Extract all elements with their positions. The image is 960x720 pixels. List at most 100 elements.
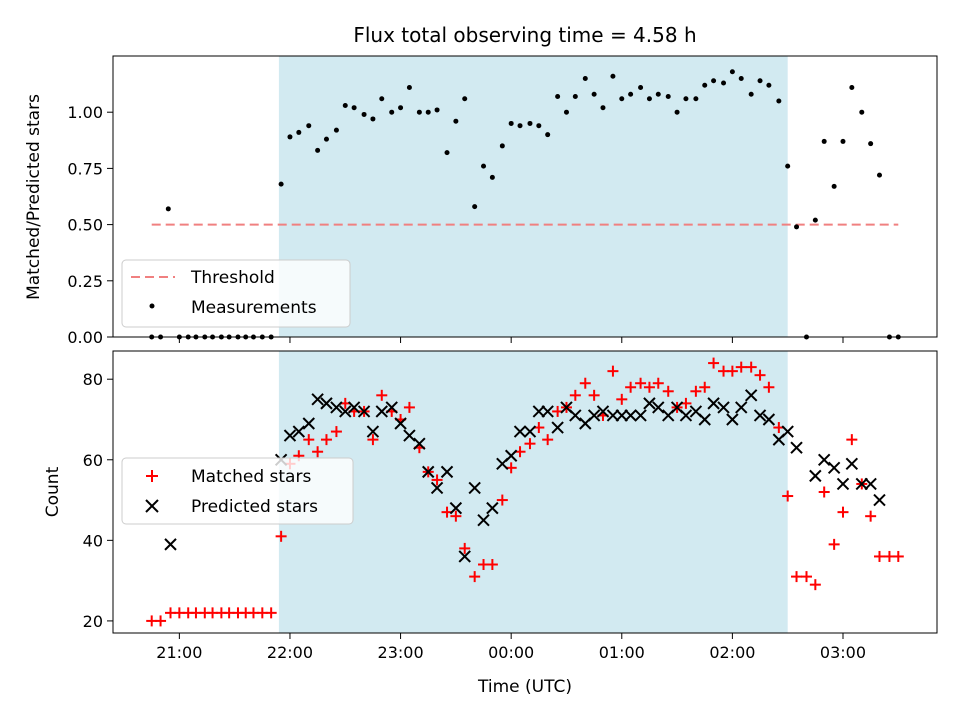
predicted-stars-point: [339, 405, 352, 418]
predicted-stars-point: [679, 409, 693, 422]
measurements-point: [545, 132, 551, 138]
predicted-stars-point: [311, 393, 324, 406]
y-tick-label: 0.75: [67, 159, 103, 178]
matched-stars-point: [303, 434, 315, 446]
matched-stars-point: [662, 385, 674, 397]
matched-stars-point: [330, 426, 342, 438]
predicted-stars-point: [385, 401, 398, 414]
predicted-stars-point: [762, 413, 776, 426]
predicted-stars-point: [302, 417, 315, 430]
measurements-point: [165, 206, 171, 212]
measurements-point: [351, 105, 357, 111]
predicted-stars-point: [283, 429, 297, 442]
measurements-point: [821, 138, 827, 144]
measurements-point: [711, 78, 717, 84]
predicted-stars-point: [855, 477, 868, 491]
predicted-stars-point: [330, 401, 343, 414]
measurements-point: [794, 224, 800, 230]
x-tick-label: 03:00: [820, 643, 866, 662]
measurements-point: [416, 109, 422, 115]
measurements-point: [646, 96, 652, 102]
measurements-point: [444, 150, 450, 156]
measurements-point: [776, 98, 782, 104]
measurements-point: [517, 123, 523, 129]
matched-stars-point: [469, 571, 481, 583]
predicted-stars-point: [486, 501, 499, 515]
matched-stars-point: [846, 434, 858, 446]
predicted-stars-point: [449, 501, 463, 515]
x-tick-label: 23:00: [378, 643, 424, 662]
measurements-point: [278, 181, 284, 187]
predicted-stars-point: [320, 397, 333, 410]
measurements-point: [406, 84, 412, 90]
observing-window: [278, 56, 788, 337]
matched-stars-point: [708, 357, 720, 369]
matched-stars-point: [320, 434, 332, 446]
matched-stars-point: [542, 434, 554, 446]
predicted-stars-point: [513, 425, 527, 438]
measurements-point: [831, 183, 837, 189]
legend-threshold-label: Threshold: [190, 268, 275, 288]
matched-stars-point: [275, 530, 287, 542]
legend-measurements-swatch: [149, 303, 155, 309]
x-tick-label: 00:00: [488, 643, 534, 662]
matched-stars-point: [690, 385, 702, 397]
measurements-point: [729, 69, 735, 75]
y-tick-label: 0.50: [67, 216, 103, 235]
measurements-point: [766, 82, 772, 88]
measurements-point: [600, 105, 606, 111]
measurements-point: [572, 93, 578, 99]
matched-stars-point: [726, 365, 738, 377]
matched-stars-point: [625, 381, 637, 393]
predicted-stars-point: [652, 401, 665, 414]
measurements-point: [527, 120, 533, 126]
predicted-stars-point: [735, 401, 748, 414]
measurements-point: [453, 118, 459, 124]
measurements-point: [849, 84, 855, 90]
predicted-stars-point: [422, 465, 435, 479]
predicted-stars-point: [164, 538, 177, 551]
measurements-point: [296, 129, 302, 135]
bottom-panel-xlabel: Time (UTC): [477, 677, 572, 697]
matched-stars-point: [837, 506, 849, 518]
x-tick-label: 21:00: [156, 643, 202, 662]
legend-matched-swatch: [146, 470, 158, 482]
predicted-stars-point: [643, 397, 656, 410]
measurements-point: [555, 93, 561, 99]
y-tick-label: 20: [83, 612, 103, 631]
matched-stars-point: [265, 607, 277, 619]
matched-stars-point: [763, 381, 775, 393]
measurements-point: [563, 109, 569, 115]
measurements-point: [472, 204, 478, 210]
matched-stars-point: [579, 377, 591, 389]
matched-stars-point: [431, 474, 443, 486]
measurements-point: [434, 107, 440, 113]
matched-stars-point: [643, 381, 655, 393]
predicted-stars-point: [624, 409, 637, 422]
predicted-stars-point: [551, 421, 564, 434]
predicted-stars-point: [790, 441, 803, 454]
measurements-point: [287, 134, 293, 140]
matched-stars-point: [635, 377, 647, 389]
measurements-point: [323, 136, 329, 142]
predicted-stars-point: [468, 481, 481, 495]
predicted-stars-point: [836, 477, 850, 491]
matched-stars-point: [367, 434, 379, 446]
predicted-stars-point: [864, 477, 877, 491]
measurements-point: [582, 75, 588, 81]
measurements-point: [342, 102, 348, 108]
bottom-panel-ylabel: Count: [43, 466, 63, 517]
top-panel-ylabel: Matched/Predicted stars: [24, 94, 44, 300]
measurements-point: [876, 172, 882, 178]
matched-stars-point: [800, 571, 812, 583]
predicted-stars-point: [413, 437, 426, 450]
measurements-point: [757, 78, 763, 84]
measurements-point: [499, 143, 505, 149]
measurements-point: [785, 163, 791, 169]
legend-measurements-label: Measurements: [191, 298, 317, 318]
predicted-stars-point: [845, 457, 859, 471]
measurements-point: [398, 105, 404, 111]
predicted-stars-point: [504, 449, 518, 462]
measurements-point: [721, 80, 727, 86]
matched-stars-point: [607, 365, 619, 377]
